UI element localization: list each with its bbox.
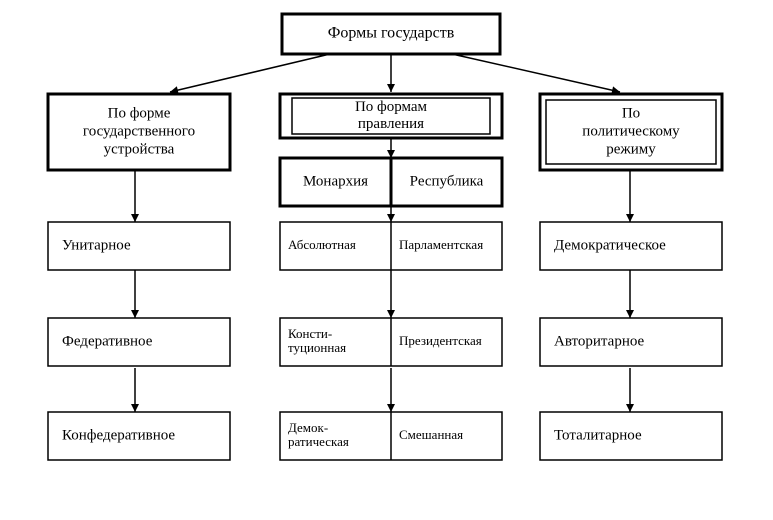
arrow-right-1-head bbox=[626, 310, 634, 318]
arrow-mid-3-head bbox=[387, 404, 395, 412]
mid-subheader-right: Республика bbox=[410, 173, 484, 189]
left-cell-label-1: Федеративное bbox=[62, 333, 153, 349]
mid-pair-2-l0: Демок- bbox=[288, 420, 328, 435]
arrow-mid-1-head bbox=[387, 214, 395, 222]
left-cell-label-0: Унитарное bbox=[62, 237, 131, 253]
left-cell-label-2: Конфедеративное bbox=[62, 427, 175, 443]
arrow-left-0-head bbox=[131, 214, 139, 222]
right-header-line-0: По bbox=[622, 105, 640, 121]
mid-pair-1-l1: туционная bbox=[288, 340, 346, 355]
mid-pair-0-l: Абсолютная bbox=[288, 237, 356, 252]
arrow-root-2 bbox=[452, 54, 620, 92]
arrow-left-1-head bbox=[131, 310, 139, 318]
right-cell-label-0: Демократическое bbox=[554, 237, 666, 253]
right-header-line-2: режиму bbox=[606, 141, 656, 157]
right-cell-label-2: Тоталитарное bbox=[554, 427, 642, 443]
arrow-root-0 bbox=[170, 54, 330, 92]
mid-header-line-0: По формам bbox=[355, 99, 428, 115]
right-cell-label-1: Авторитарное bbox=[554, 333, 645, 349]
mid-pair-2-l1: ратическая bbox=[288, 434, 349, 449]
right-header-line-1: политическому bbox=[582, 123, 680, 139]
arrow-left-2-head bbox=[131, 404, 139, 412]
mid-header-line-1: правления bbox=[358, 116, 424, 132]
left-header-line-2: устройства bbox=[104, 141, 175, 157]
arrow-right-2-head bbox=[626, 404, 634, 412]
root-label: Формы государств bbox=[328, 25, 455, 42]
left-header-line-1: государственного bbox=[83, 123, 195, 139]
mid-subheader-left: Монархия bbox=[303, 173, 368, 189]
mid-pair-2-r: Смешанная bbox=[399, 427, 463, 442]
arrow-right-0-head bbox=[626, 214, 634, 222]
left-header-line-0: По форме bbox=[108, 105, 171, 121]
mid-pair-1-r: Президентская bbox=[399, 333, 482, 348]
mid-pair-1-l0: Консти- bbox=[288, 326, 332, 341]
mid-pair-0-r: Парламентская bbox=[399, 237, 483, 252]
arrow-mid-2-head bbox=[387, 310, 395, 318]
arrow-root-1-head bbox=[387, 84, 395, 92]
